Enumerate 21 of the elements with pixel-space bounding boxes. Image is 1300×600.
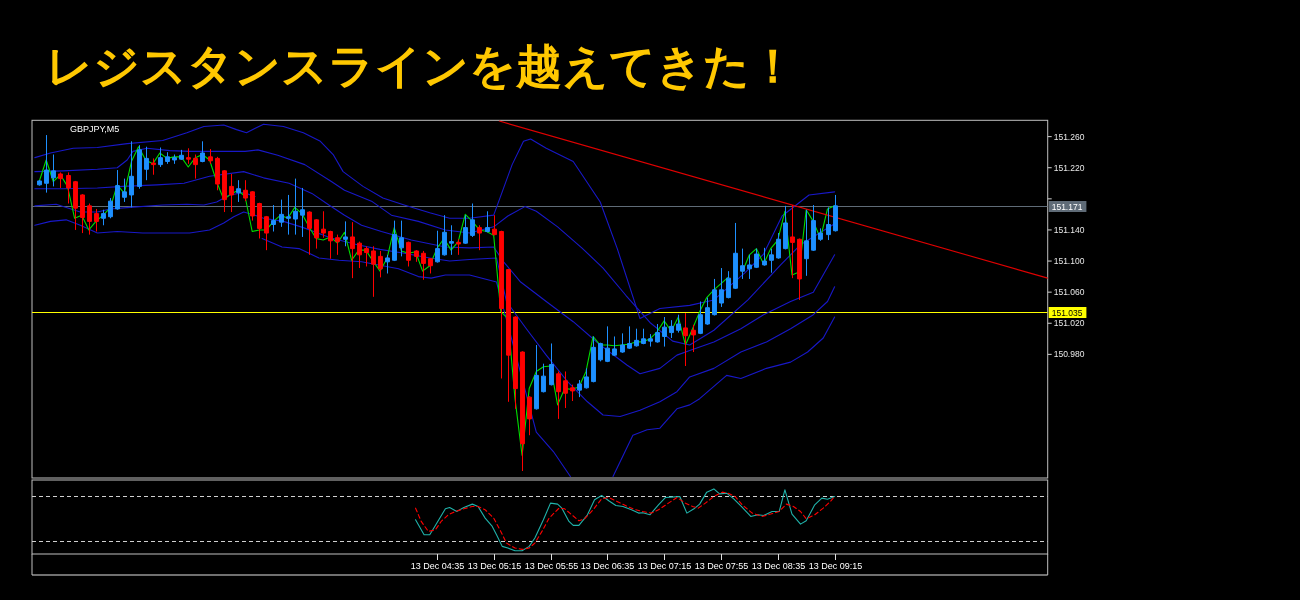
subtitle: GBPJPY,M5	[70, 124, 120, 135]
y-tick-label: 151.140	[1053, 224, 1085, 235]
ref-line-label: 151.035	[1048, 307, 1087, 318]
x-tick-label: 13 Dec 04:35	[410, 561, 465, 571]
ref-line-label: 151.035	[1051, 307, 1083, 318]
x-tick-label: 13 Dec 05:15	[467, 561, 522, 571]
ref-line-label: 151.171	[1051, 201, 1083, 212]
y-tick-label: 151.220	[1053, 162, 1085, 173]
title: レジスタンスラインを越えてきた！	[46, 39, 796, 93]
y-tick-label: 151.020	[1053, 318, 1085, 329]
y-tick-label: 151.060	[1053, 287, 1085, 298]
x-tick-label: 13 Dec 09:15	[808, 561, 863, 571]
y-tick-label: 151.260	[1053, 131, 1085, 142]
y-tick-label: 151.100	[1053, 256, 1085, 267]
x-tick-label: 13 Dec 05:55	[524, 561, 579, 571]
x-tick-label: 13 Dec 07:15	[637, 561, 692, 571]
x-tick-label: 13 Dec 07:55	[694, 561, 749, 571]
y-tick-label: 150.980	[1053, 349, 1085, 360]
x-tick-label: 13 Dec 06:35	[580, 561, 635, 571]
ref-line-label: 151.171	[1048, 201, 1087, 212]
x-tick-label: 13 Dec 08:35	[751, 561, 806, 571]
